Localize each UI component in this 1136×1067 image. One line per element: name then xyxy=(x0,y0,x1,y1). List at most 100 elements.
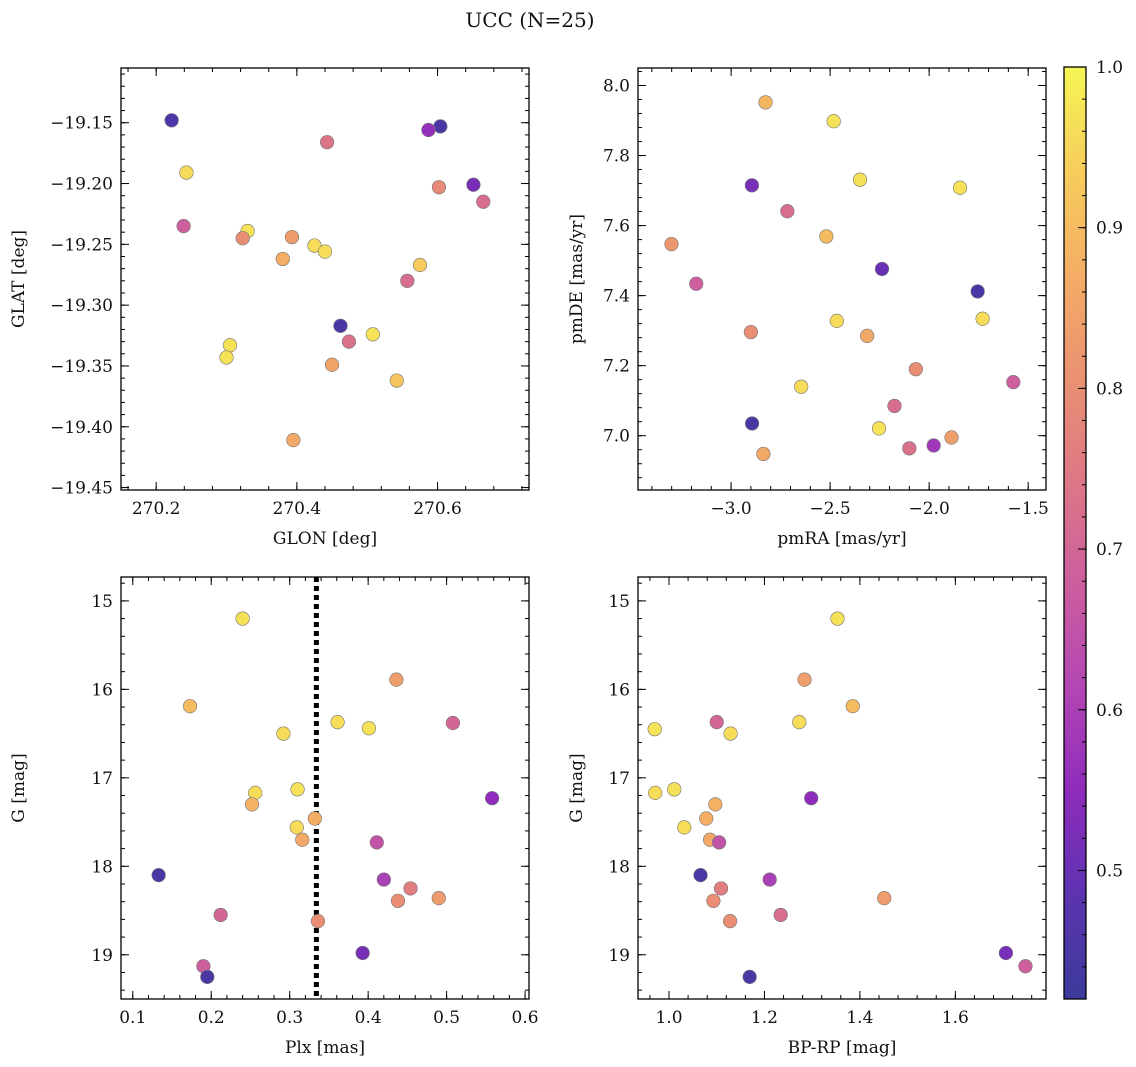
data-point xyxy=(485,791,500,806)
colorbar-tick-label: 0.6 xyxy=(1096,701,1123,721)
data-point xyxy=(713,881,729,896)
data-point xyxy=(276,726,291,741)
data-point xyxy=(677,820,692,835)
data-point xyxy=(874,261,890,277)
data-point xyxy=(176,218,191,234)
x-tick-label: 0.3 xyxy=(276,1008,303,1028)
y-tick-label: 7.6 xyxy=(603,217,630,237)
data-point xyxy=(871,421,887,436)
y-tick-label: 18 xyxy=(608,857,630,877)
data-point xyxy=(860,328,875,344)
colorbar-tick-label: 1.0 xyxy=(1096,58,1123,78)
data-point xyxy=(722,914,738,929)
points xyxy=(647,611,1033,984)
x-axis-label: BP-RP [mag] xyxy=(788,1038,897,1058)
data-point xyxy=(887,398,902,414)
data-point xyxy=(794,379,809,394)
x-tick-label: 270.2 xyxy=(132,499,181,519)
y-tick-label: 18 xyxy=(91,857,113,877)
data-point xyxy=(361,721,377,736)
x-tick-label: 270.6 xyxy=(413,499,462,519)
data-point xyxy=(389,373,404,388)
data-point xyxy=(852,172,868,187)
y-axis-label: G [mag] xyxy=(567,753,587,822)
x-tick-label: 1.0 xyxy=(655,1008,682,1028)
data-point xyxy=(952,180,968,195)
x-tick-label: −2.5 xyxy=(809,499,850,519)
data-point xyxy=(284,229,300,245)
figure-title: UCC (N=25) xyxy=(465,8,594,32)
data-point xyxy=(376,872,391,887)
data-point xyxy=(743,324,758,340)
data-point xyxy=(773,907,788,923)
y-tick-label: 7.8 xyxy=(603,147,630,167)
y-tick-label: 7.0 xyxy=(603,427,630,447)
data-point xyxy=(330,714,345,730)
data-point xyxy=(213,907,228,923)
data-point xyxy=(908,362,923,377)
data-point xyxy=(712,835,727,850)
data-point xyxy=(998,945,1014,961)
data-point xyxy=(151,868,166,883)
panel-3: 0.1 0.2 0.3 0.4 0.5 0.6 15 16 17 18 19 Plx [mas] G [… xyxy=(9,576,539,1058)
data-point xyxy=(400,273,415,288)
data-point xyxy=(365,327,380,342)
x-tick-label: −3.0 xyxy=(710,499,751,519)
data-point xyxy=(804,791,819,806)
x-axis-label: pmRA [mas/yr] xyxy=(777,529,906,549)
x-tick-label: 0.5 xyxy=(433,1008,460,1028)
data-point xyxy=(797,672,812,687)
data-point xyxy=(975,311,990,326)
data-point xyxy=(310,914,326,929)
y-axis-label: pmDE [mas/yr] xyxy=(567,214,587,344)
data-point xyxy=(466,177,481,192)
data-point xyxy=(792,714,807,730)
axes-frame xyxy=(120,67,530,491)
data-point xyxy=(317,244,333,259)
y-tick-label: 8.0 xyxy=(603,77,630,97)
data-point xyxy=(182,699,198,714)
data-point xyxy=(290,782,305,797)
axes-frame xyxy=(120,576,530,1000)
data-point xyxy=(320,135,335,150)
data-point xyxy=(341,334,357,349)
data-point xyxy=(244,797,260,812)
points xyxy=(164,113,491,448)
data-point xyxy=(845,699,860,714)
x-tick-label: 0.1 xyxy=(119,1008,146,1028)
x-axis-label: Plx [mas] xyxy=(285,1038,365,1058)
data-point xyxy=(762,872,777,887)
y-tick-label: 17 xyxy=(608,769,630,789)
data-point xyxy=(421,122,436,138)
colorbar-tick-label: 0.8 xyxy=(1096,379,1123,399)
x-tick-label: 0.4 xyxy=(355,1008,382,1028)
x-tick-label: 1.2 xyxy=(751,1008,778,1028)
x-axis-label: GLON [deg] xyxy=(273,529,377,549)
y-tick-label: −19.25 xyxy=(50,235,113,255)
data-point xyxy=(324,357,340,372)
data-point xyxy=(830,611,845,626)
y-tick-label: −19.40 xyxy=(50,418,113,438)
points xyxy=(664,95,1021,462)
colorbar-tick-label: 0.5 xyxy=(1096,861,1123,881)
axes-frame xyxy=(637,67,1047,491)
data-point xyxy=(445,715,460,731)
data-point xyxy=(826,114,841,129)
y-tick-label: 19 xyxy=(91,946,113,966)
x-tick-label: 0.6 xyxy=(512,1008,539,1028)
data-point xyxy=(742,969,757,984)
data-point xyxy=(926,438,941,453)
data-point xyxy=(412,257,428,273)
data-point xyxy=(222,338,238,353)
y-tick-label: −19.20 xyxy=(50,175,113,195)
x-tick-label: 1.4 xyxy=(846,1008,873,1028)
data-point xyxy=(667,782,682,797)
data-point xyxy=(179,165,194,180)
data-point xyxy=(389,672,404,687)
data-point xyxy=(744,178,759,193)
y-tick-label: 15 xyxy=(91,592,113,612)
y-tick-label: 19 xyxy=(608,946,630,966)
points xyxy=(151,611,500,984)
panel-1: 270.2 270.4 270.6 −19.45 −19.40 −19.35 −19.30 −… xyxy=(9,67,530,549)
data-point xyxy=(758,95,773,110)
